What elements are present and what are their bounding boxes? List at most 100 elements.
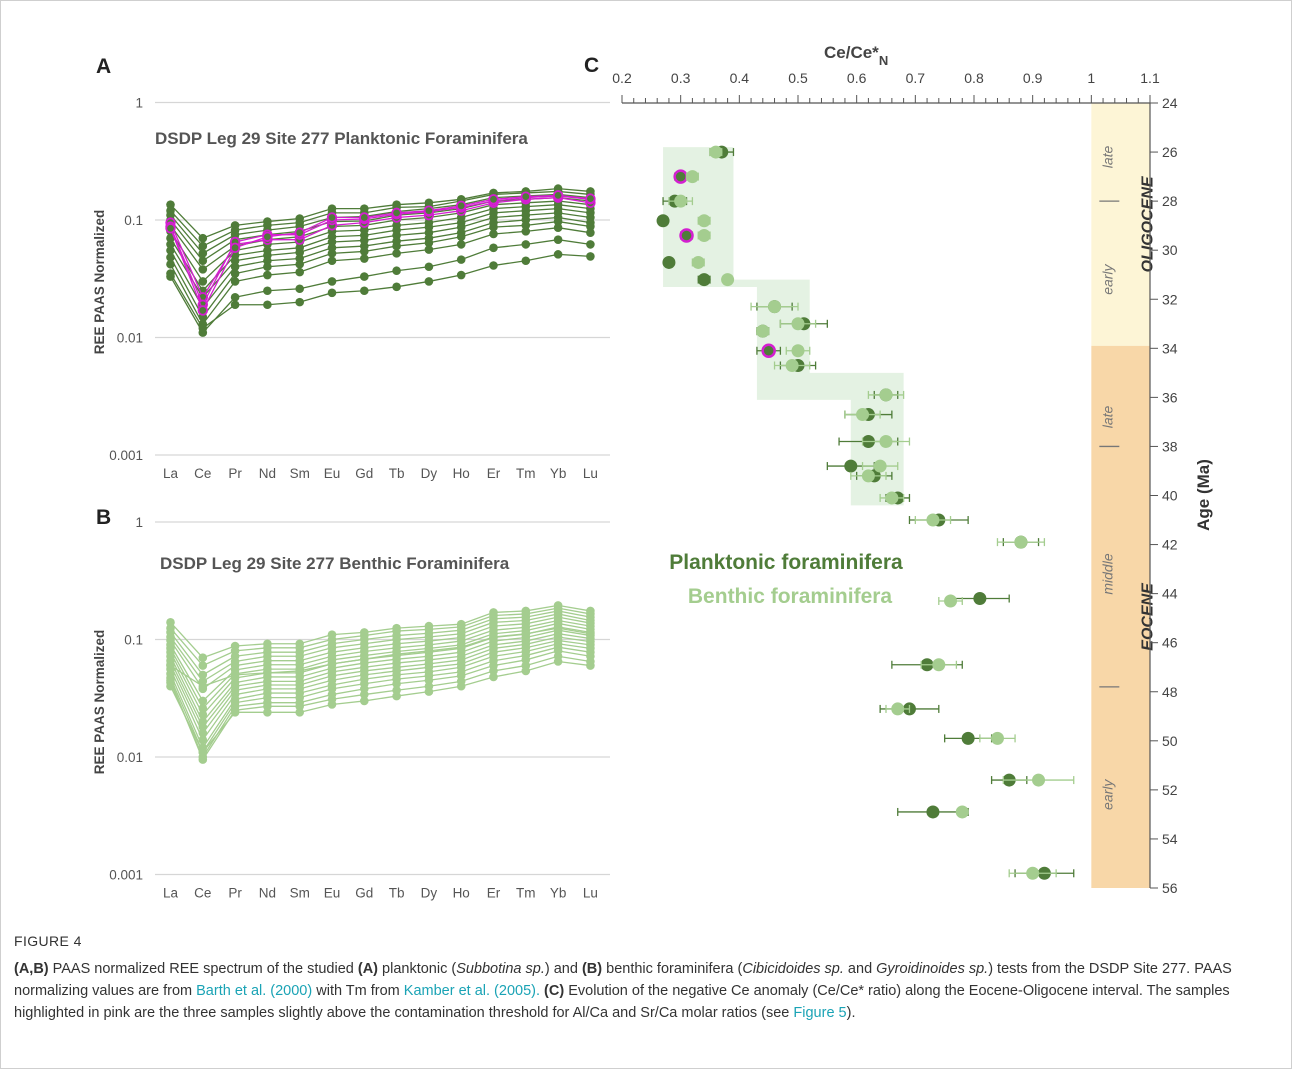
benthic-point xyxy=(932,658,946,672)
a-series-point xyxy=(489,222,498,232)
b-series-point xyxy=(327,659,337,669)
a-series-point xyxy=(456,232,466,242)
a-ytick-label: 0.001 xyxy=(109,448,143,463)
a-series-point xyxy=(553,235,563,244)
a-highlight-point xyxy=(326,212,338,223)
x-tick-label: 1 xyxy=(1087,70,1095,86)
planktonic-point xyxy=(973,592,987,606)
planktonic-point xyxy=(656,214,670,228)
caption-segment: (A,B) xyxy=(14,961,49,977)
y-tick-label: 38 xyxy=(1162,438,1178,454)
caption-reference-link[interactable]: Barth et al. (2000) xyxy=(196,983,313,999)
a-series-line xyxy=(169,216,591,309)
a-highlight-point xyxy=(359,212,370,223)
benthic-point xyxy=(709,145,723,159)
b-xtick-label: Sm xyxy=(290,886,310,901)
a-series-line xyxy=(169,239,591,334)
b-series-point xyxy=(424,687,434,696)
epoch-subdivision-label: late xyxy=(1099,145,1115,168)
a-highlight-point xyxy=(165,223,176,234)
caption-segment: (A) xyxy=(357,961,378,977)
y-tick-label: 44 xyxy=(1162,586,1178,602)
b-series-point xyxy=(327,700,337,709)
b-series-line xyxy=(169,613,591,683)
benthic-point xyxy=(879,388,893,402)
a-xtick-label: Dy xyxy=(421,466,438,481)
b-xtick-label: Ce xyxy=(194,886,211,901)
benthic-point xyxy=(891,702,905,716)
a-series-point xyxy=(166,253,175,262)
b-series-line xyxy=(170,627,591,687)
a-series-point xyxy=(586,228,595,237)
panel-b-label: B xyxy=(96,506,111,529)
x-tick-label: 1.1 xyxy=(1140,70,1160,86)
caption-segment: Cibicidoides sp. xyxy=(742,961,844,977)
b-series-point xyxy=(489,632,498,642)
a-series-line xyxy=(169,220,591,319)
b-series-point xyxy=(198,653,208,663)
b-series-point xyxy=(198,661,208,670)
epoch-subdivision-label: late xyxy=(1099,406,1115,429)
a-xtick-label: Ce xyxy=(194,466,211,481)
y-tick-label: 32 xyxy=(1162,291,1178,307)
a-series-point xyxy=(424,262,434,272)
a-series-point xyxy=(521,240,531,249)
b-series-point xyxy=(166,675,175,685)
b-xtick-label: Er xyxy=(487,886,501,901)
a-series-point xyxy=(456,240,466,249)
a-series-point xyxy=(166,246,175,255)
a-series-point xyxy=(263,262,272,272)
a-series-point xyxy=(521,221,531,230)
y-tick-label: 46 xyxy=(1162,635,1178,651)
b-series-point xyxy=(456,642,466,652)
panel-b: B DSDP Leg 29 Site 277 Benthic Foraminif… xyxy=(92,506,610,901)
a-series-point xyxy=(553,223,563,232)
a-series-point xyxy=(230,277,240,286)
b-series-point xyxy=(456,681,466,691)
b-series-point xyxy=(263,708,272,717)
y-tick-label: 54 xyxy=(1162,831,1178,847)
benthic-point xyxy=(885,491,899,505)
a-series-point xyxy=(392,282,401,292)
b-series-point xyxy=(424,675,434,685)
a-series-point xyxy=(392,241,401,251)
a-series-point xyxy=(327,249,337,258)
panel-c-xlabel-sub: N xyxy=(879,53,888,68)
a-series-line xyxy=(170,190,591,247)
b-series-line xyxy=(169,650,591,759)
b-series-point xyxy=(230,670,240,680)
b-series-point xyxy=(360,654,369,664)
a-highlight-point xyxy=(488,194,499,205)
b-xtick-label: La xyxy=(163,886,179,901)
b-series-point xyxy=(586,629,595,639)
benthic-point xyxy=(861,469,875,483)
caption-segment: Gyroidinoides sp. xyxy=(876,961,989,977)
panel-c-points xyxy=(656,145,1075,880)
benthic-point xyxy=(697,214,711,228)
benthic-point xyxy=(785,358,799,372)
b-series-line xyxy=(169,646,591,754)
caption-reference-link[interactable]: Figure 5 xyxy=(793,1005,847,1021)
a-series-point xyxy=(553,250,563,259)
a-series-point xyxy=(586,222,595,231)
a-highlight-point xyxy=(229,242,241,253)
b-series-point xyxy=(489,672,498,682)
a-series-line xyxy=(169,227,591,326)
caption-reference-link[interactable]: Kamber et al. (2005). xyxy=(403,983,541,999)
b-series-line xyxy=(169,619,591,702)
b-series-point xyxy=(553,657,563,666)
benthic-point xyxy=(926,513,940,527)
a-series-line xyxy=(169,200,591,271)
panel-c-label: C xyxy=(584,54,599,77)
b-ytick-label: 1 xyxy=(135,515,143,530)
a-series-point xyxy=(586,240,595,249)
y-tick-label: 30 xyxy=(1162,242,1178,258)
a-series-point xyxy=(166,259,175,269)
caption-segment: (C) xyxy=(544,983,565,999)
planktonic-point xyxy=(662,255,676,269)
figure-number: FIGURE 4 xyxy=(14,933,82,949)
panel-c-xlabel: Ce/Ce*N xyxy=(824,43,888,68)
a-highlight-point xyxy=(197,305,209,316)
a-series-point xyxy=(295,248,305,257)
